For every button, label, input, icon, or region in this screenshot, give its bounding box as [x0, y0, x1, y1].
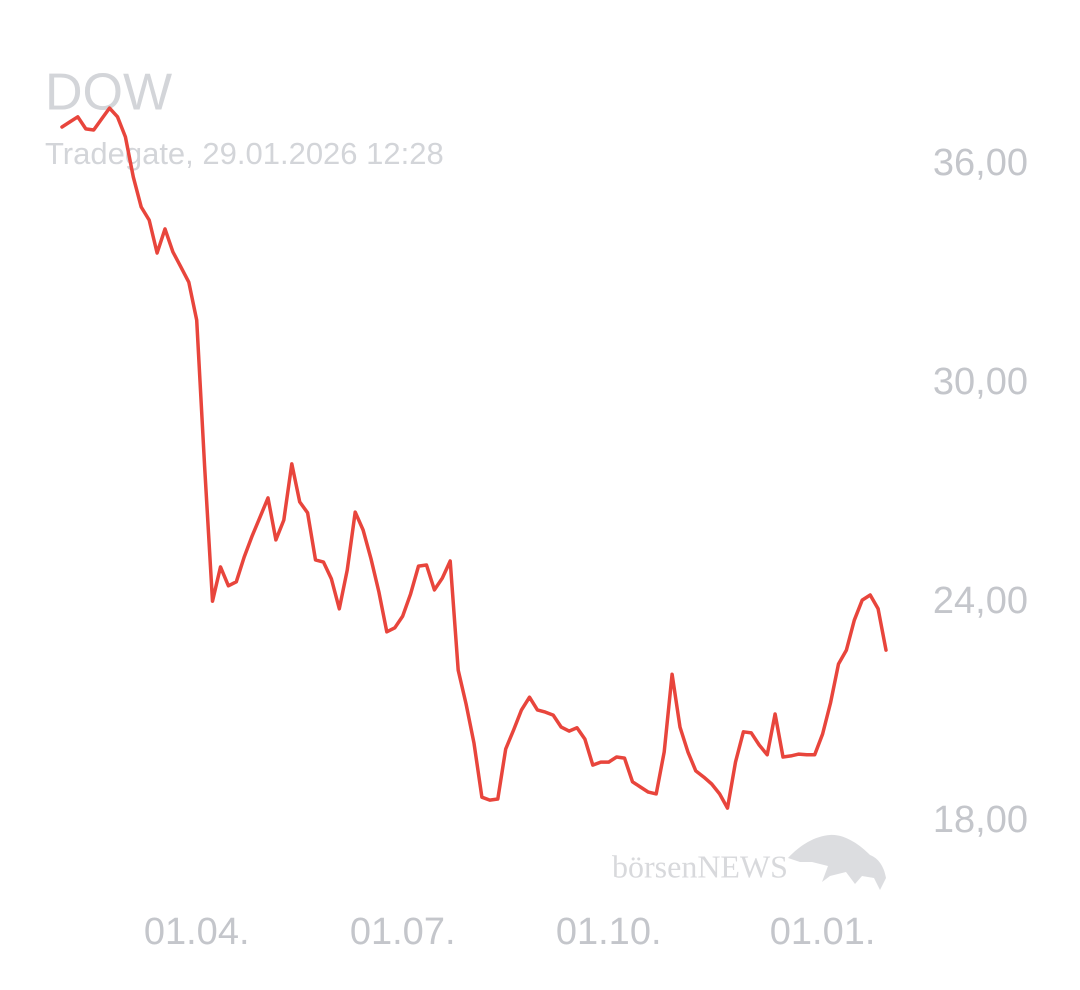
x-tick-label: 01.07.: [350, 911, 456, 953]
chart-title: DOW: [45, 64, 172, 122]
y-tick-label: 24,00: [933, 580, 1028, 622]
y-tick-label: 36,00: [933, 142, 1028, 184]
x-tick-label: 01.10.: [556, 911, 662, 953]
x-tick-label: 01.01.: [770, 911, 876, 953]
chart-subtitle: Tradegate, 29.01.2026 12:28: [45, 136, 444, 171]
y-tick-label: 18,00: [933, 799, 1028, 841]
bull-logo: [788, 834, 886, 890]
price-line: [60, 106, 888, 810]
x-tick-label: 01.04.: [144, 911, 250, 953]
watermark: börsenNEWS: [612, 848, 788, 884]
y-tick-label: 30,00: [933, 361, 1028, 403]
